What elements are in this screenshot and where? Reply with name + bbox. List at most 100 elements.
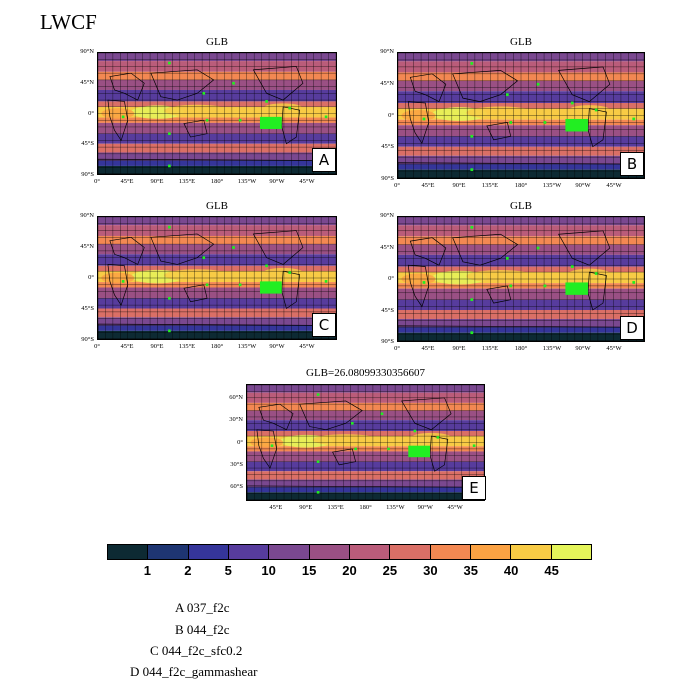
- site-marker: [354, 447, 357, 451]
- longitude-label: 90°W: [575, 182, 591, 189]
- longitude-label: 45°E: [120, 343, 134, 350]
- latitude-label: 90°N: [80, 48, 94, 55]
- site-marker: [470, 134, 474, 138]
- lwcf-map: [397, 52, 645, 179]
- longitude-label: 135°W: [542, 182, 562, 189]
- site-marker: [632, 281, 636, 284]
- site-marker: [543, 121, 547, 124]
- latitude-label: 45°S: [81, 140, 94, 148]
- site-marker: [509, 284, 513, 288]
- site-marker: [265, 100, 268, 103]
- site-marker: [470, 331, 474, 335]
- longitude-label: 45°W: [299, 343, 315, 350]
- latitude-label: 90°N: [380, 48, 394, 55]
- longitude-label: 90°W: [269, 343, 285, 350]
- site-marker: [472, 444, 476, 447]
- coastline: [558, 66, 611, 103]
- latitude-label: 0°: [88, 274, 94, 281]
- panel-letter-badge: C: [312, 313, 336, 337]
- longitude-label: 0°: [394, 182, 400, 189]
- latitude-label: 45°N: [380, 243, 394, 251]
- panel-title: GLB: [510, 36, 532, 48]
- site-marker: [265, 264, 268, 268]
- panel-letter-badge: B: [620, 152, 644, 176]
- legend-entry-b: B 044_f2c: [175, 622, 230, 637]
- longitude-label: 180°: [514, 182, 528, 189]
- longitude-label: 135°E: [178, 178, 196, 185]
- site-marker: [202, 91, 206, 95]
- site-marker: [570, 265, 574, 268]
- colorbar-tick-label: 5: [224, 563, 232, 578]
- legend-entry-d: D 044_f2c_gammashear: [130, 664, 258, 679]
- longitude-label: 180°: [514, 345, 528, 352]
- longitude-label: 135°E: [327, 504, 344, 511]
- site-marker: [168, 296, 171, 300]
- colorbar-tick-label: 15: [301, 563, 317, 578]
- site-marker: [316, 393, 320, 396]
- coastline: [398, 162, 644, 178]
- longitude-label: 90°E: [452, 345, 466, 352]
- colorbar-swatch: [148, 545, 189, 559]
- latitude-label: 90°N: [380, 212, 394, 219]
- coastline: [252, 66, 304, 101]
- site-marker: [436, 436, 440, 439]
- longitude-label: 135°E: [481, 182, 499, 189]
- colorbar-swatch: [108, 545, 149, 559]
- lwcf-map: [397, 216, 645, 342]
- site-marker: [543, 284, 547, 288]
- latitude-label: 60°S: [230, 482, 243, 490]
- site-marker: [316, 460, 320, 463]
- latitude-label: 45°N: [80, 78, 94, 86]
- longitude-label: 135°E: [481, 345, 499, 352]
- panel-title: GLB=26.08099330356607: [306, 367, 425, 379]
- latitude-label: 0°: [388, 275, 394, 282]
- colorbar-swatch: [309, 545, 350, 559]
- lwcf-maximum: [466, 270, 535, 283]
- lwcf-maximum: [312, 434, 379, 446]
- site-marker: [232, 81, 235, 85]
- lwcf-map: [246, 384, 485, 501]
- longitude-label: 90°E: [299, 504, 313, 511]
- site-marker: [205, 118, 209, 122]
- panel-letter-badge: D: [620, 316, 644, 340]
- panel-title: GLB: [510, 200, 532, 212]
- latitude-label: 90°S: [81, 336, 94, 343]
- latitude-label: 45°S: [81, 305, 94, 312]
- latitude-label: 45°N: [80, 243, 94, 250]
- site-marker: [121, 115, 125, 119]
- site-marker: [505, 93, 509, 97]
- longitude-label: 0°: [94, 343, 100, 350]
- longitude-label: 45°W: [606, 345, 622, 352]
- site-marker: [570, 101, 574, 105]
- site-marker: [470, 298, 474, 302]
- longitude-label: 90°W: [417, 504, 433, 511]
- longitude-label: 90°W: [575, 345, 591, 352]
- site-marker: [232, 246, 235, 249]
- lwcf-map: [97, 52, 337, 175]
- site-marker: [470, 62, 474, 65]
- site-marker: [168, 329, 171, 333]
- longitude-label: 45°E: [120, 178, 134, 185]
- site-marker: [351, 422, 354, 425]
- colorbar-tick-label: 20: [342, 563, 357, 578]
- site-marker: [288, 106, 292, 110]
- longitude-label: 90°E: [150, 343, 164, 350]
- site-marker: [238, 118, 242, 122]
- site-marker: [288, 271, 292, 274]
- coastline: [98, 323, 336, 339]
- site-marker: [168, 225, 171, 229]
- longitude-label: 90°E: [150, 178, 164, 185]
- latitude-label: 0°: [388, 111, 394, 119]
- site-marker: [470, 225, 474, 229]
- longitude-label: 135°W: [386, 504, 405, 511]
- site-marker: [470, 168, 474, 172]
- colorbar-tick-label: 35: [463, 563, 478, 578]
- panel-title: GLB: [206, 36, 228, 48]
- site-marker: [509, 121, 513, 124]
- colorbar-tick-label: 45: [544, 563, 559, 578]
- lwcf-map: [97, 216, 337, 340]
- latitude-label: 90°S: [81, 171, 94, 178]
- latitude-label: 45°S: [381, 143, 394, 151]
- lwcf-maximum: [466, 106, 535, 119]
- longitude-label: 90°W: [269, 178, 285, 185]
